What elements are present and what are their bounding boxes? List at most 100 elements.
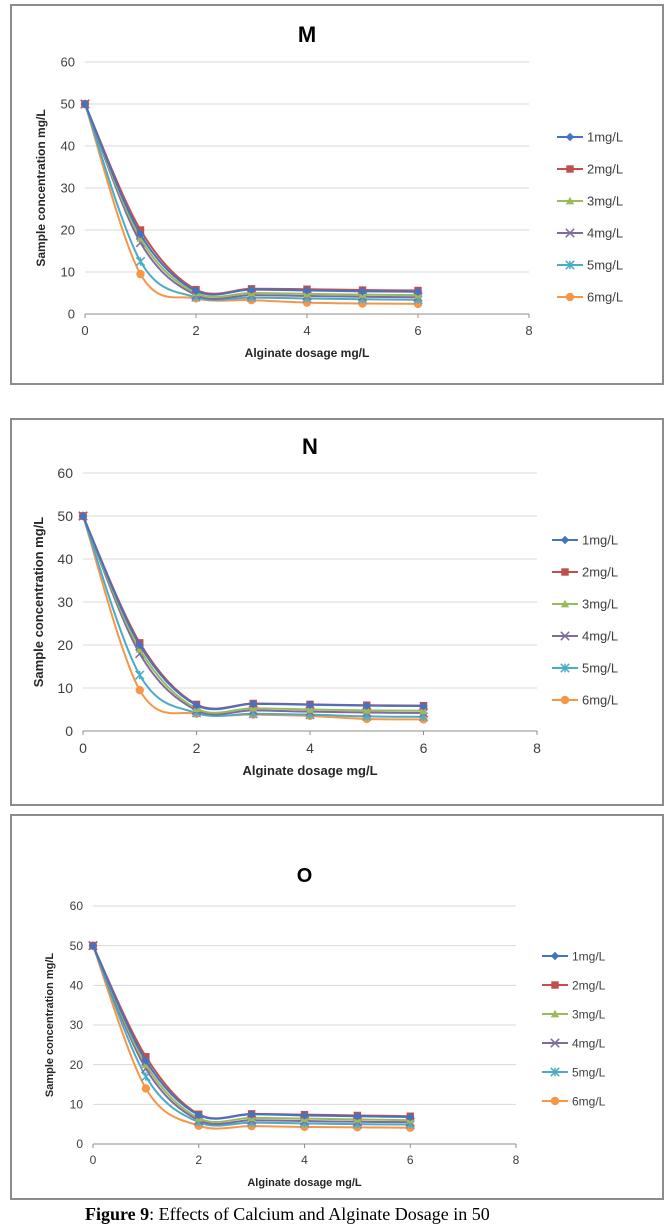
- legend-marker: [560, 631, 570, 641]
- legend-item: 1mg/L: [557, 130, 623, 145]
- data-point: [194, 1110, 203, 1120]
- legend-label: 5mg/L: [587, 258, 623, 273]
- x-tick-label: 6: [414, 323, 421, 338]
- legend-label: 4mg/L: [587, 226, 623, 241]
- series-line: [82, 515, 424, 714]
- y-tick-label: 30: [70, 1018, 84, 1032]
- y-tick-label: 60: [70, 899, 84, 913]
- legend-marker: [551, 981, 559, 989]
- y-axis-label: Sample concentration mg/L: [34, 109, 48, 266]
- y-axis-label: Sample concentration mg/L: [31, 517, 46, 688]
- series-line: [82, 515, 424, 716]
- y-tick-label: 50: [70, 939, 84, 953]
- data-point: [305, 700, 315, 709]
- legend-label: 6mg/L: [582, 693, 618, 708]
- series-4mg-l: [78, 511, 429, 718]
- chart-svg: N 0 10 20 30 40 50 60 0 2 4 6 8 Alginate dosage mg/L S…: [31, 434, 618, 778]
- legend-label: 2mg/L: [587, 162, 623, 177]
- figure-caption-text: : Effects of Calcium and Alginate Dosage…: [149, 1204, 490, 1224]
- legend-label: 4mg/L: [572, 1036, 606, 1050]
- x-tick-label: 2: [195, 1153, 202, 1167]
- data-point: [80, 99, 90, 109]
- legend-label: 5mg/L: [582, 661, 618, 676]
- x-axis-label: Alginate dosage mg/L: [245, 346, 370, 360]
- data-point: [136, 269, 145, 279]
- legend-item: 3mg/L: [552, 597, 618, 612]
- data-point: [135, 685, 144, 695]
- series-line: [92, 945, 411, 1123]
- series-1mg-l: [88, 941, 415, 1122]
- x-tick-label: 0: [90, 1153, 97, 1167]
- y-tick-label: 30: [57, 594, 73, 610]
- x-tick-label: 6: [407, 1153, 414, 1167]
- y-axis-label: Sample concentration mg/L: [44, 953, 56, 1098]
- y-tick-label: 0: [76, 1137, 83, 1151]
- legend-label: 4mg/L: [582, 629, 618, 644]
- legend-marker: [550, 1009, 560, 1018]
- legend-item: 3mg/L: [557, 194, 623, 209]
- legend-item: 4mg/L: [552, 629, 618, 644]
- chart-svg: M 0 10 20 30 40 50 60 0 2 4 6 8 Alginate dosage mg/L S…: [34, 22, 623, 360]
- legend-label: 2mg/L: [572, 978, 606, 992]
- series-5mg-l: [80, 99, 423, 305]
- series-line: [82, 515, 424, 718]
- legend-label: 5mg/L: [572, 1065, 606, 1079]
- x-tick-label: 6: [420, 740, 428, 756]
- data-point: [78, 511, 88, 521]
- chart-panel-n: N 0 10 20 30 40 50 60 0 2 4 6 8 Alginate dosage mg/L S…: [10, 418, 664, 806]
- series-4mg-l: [80, 99, 423, 302]
- data-point: [192, 701, 201, 710]
- data-point: [141, 1084, 151, 1093]
- y-tick-label: 40: [57, 551, 73, 567]
- chart-svg: O 0 10 20 30 40 50 60 0 2 4 6 8 Alginate dosage mg/L S…: [44, 865, 606, 1189]
- series-2mg-l: [89, 941, 414, 1120]
- legend-item: 4mg/L: [557, 226, 623, 241]
- series-3mg-l: [78, 511, 428, 715]
- y-tick-label: 40: [70, 979, 84, 993]
- y-tick-label: 0: [68, 307, 75, 322]
- series-3mg-l: [88, 941, 415, 1124]
- series-6mg-l: [80, 99, 423, 309]
- series-1mg-l: [78, 511, 428, 711]
- chart-title: M: [298, 22, 316, 47]
- legend-item: 3mg/L: [542, 1007, 606, 1021]
- legend-marker: [565, 260, 575, 270]
- series-line: [92, 945, 411, 1120]
- legend-label: 3mg/L: [587, 194, 623, 209]
- legend-marker: [565, 196, 575, 205]
- series-line: [84, 103, 419, 298]
- data-point: [247, 1110, 256, 1119]
- y-tick-label: 30: [61, 181, 75, 196]
- data-point: [136, 230, 145, 239]
- data-point: [362, 706, 371, 714]
- series-1mg-l: [80, 99, 423, 296]
- x-tick-label: 4: [303, 323, 310, 338]
- series-2mg-l: [81, 100, 422, 295]
- legend-item: 1mg/L: [542, 949, 606, 963]
- y-tick-label: 20: [61, 223, 75, 238]
- series-5mg-l: [78, 511, 429, 722]
- series-line: [84, 103, 419, 296]
- legend-item: 6mg/L: [542, 1094, 606, 1108]
- figure-caption-label: Figure 9: [85, 1204, 150, 1224]
- legend-marker: [550, 1096, 560, 1106]
- y-tick-label: 60: [57, 465, 73, 481]
- legend-label: 3mg/L: [572, 1007, 606, 1021]
- legend-label: 6mg/L: [572, 1094, 606, 1108]
- legend-marker: [565, 228, 575, 238]
- data-point: [302, 286, 312, 295]
- legend-item: 6mg/L: [552, 693, 618, 708]
- y-tick-label: 20: [70, 1058, 84, 1072]
- y-tick-label: 0: [65, 723, 73, 739]
- legend-item: 2mg/L: [552, 565, 618, 580]
- chart-panel-m: M 0 10 20 30 40 50 60 0 2 4 6 8 Alginate dosage mg/L S…: [10, 4, 664, 385]
- data-point: [191, 286, 201, 296]
- legend-label: 1mg/L: [572, 949, 606, 963]
- series-2mg-l: [79, 512, 428, 710]
- legend-label: 3mg/L: [582, 597, 618, 612]
- data-point: [419, 706, 428, 715]
- data-point: [413, 287, 423, 296]
- legend-label: 6mg/L: [587, 290, 623, 305]
- legend-item: 1mg/L: [552, 533, 618, 548]
- y-tick-label: 50: [57, 508, 73, 524]
